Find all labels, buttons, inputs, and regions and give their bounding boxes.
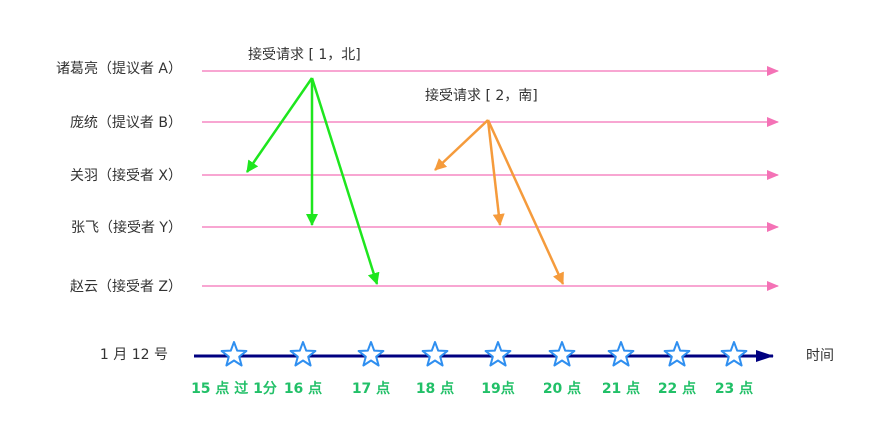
- star-icon: [484, 341, 512, 367]
- time-tick-label: 17 点: [352, 380, 390, 397]
- star-icon: [357, 341, 385, 367]
- star-icon: [720, 341, 748, 367]
- time-tick-labels: 15 点 过 1分 16 点 17 点 18 点 19点 20 点 21 点 22 点 23 点: [191, 380, 753, 397]
- time-tick-label: 16 点: [284, 380, 322, 397]
- time-axis-label: 时间: [806, 348, 834, 364]
- participant-label-b: 庞统（提议者 B）: [70, 115, 182, 131]
- time-tick-label: 20 点: [543, 380, 581, 397]
- star-icon: [220, 341, 248, 367]
- time-tick-label: 15 点 过 1分: [191, 380, 277, 397]
- star-icon: [548, 341, 576, 367]
- time-tick-label: 22 点: [658, 380, 696, 397]
- time-tick-label: 18 点: [416, 380, 454, 397]
- request-2-arrow-to-z: [486, 119, 565, 285]
- request-1-arrow-to-x: [245, 77, 314, 173]
- participant-label-z: 赵云（接受者 Z）: [70, 278, 182, 295]
- time-tick-label: 23 点: [715, 380, 753, 397]
- participant-label-x: 关羽（接受者 X）: [70, 167, 182, 184]
- request-1-label: 接受请求 [ 1，北]: [248, 46, 361, 63]
- request-2-label: 接受请求 [ 2，南]: [425, 87, 538, 104]
- star-icon: [663, 341, 691, 367]
- time-tick-label: 21 点: [602, 380, 640, 397]
- participant-label-y: 张飞（接受者 Y）: [71, 219, 182, 236]
- request-1-arrow-to-z: [310, 77, 380, 285]
- time-markers: [220, 341, 748, 367]
- participant-label-a: 诸葛亮（提议者 A）: [56, 60, 182, 77]
- request-2-arrow-to-x: [434, 119, 489, 171]
- star-icon: [289, 341, 317, 367]
- date-label: 1 月 12 号: [100, 347, 168, 363]
- star-icon: [421, 341, 449, 367]
- time-tick-label: 19点: [481, 380, 514, 397]
- request-2-arrow-to-y: [486, 119, 505, 226]
- star-icon: [607, 341, 635, 367]
